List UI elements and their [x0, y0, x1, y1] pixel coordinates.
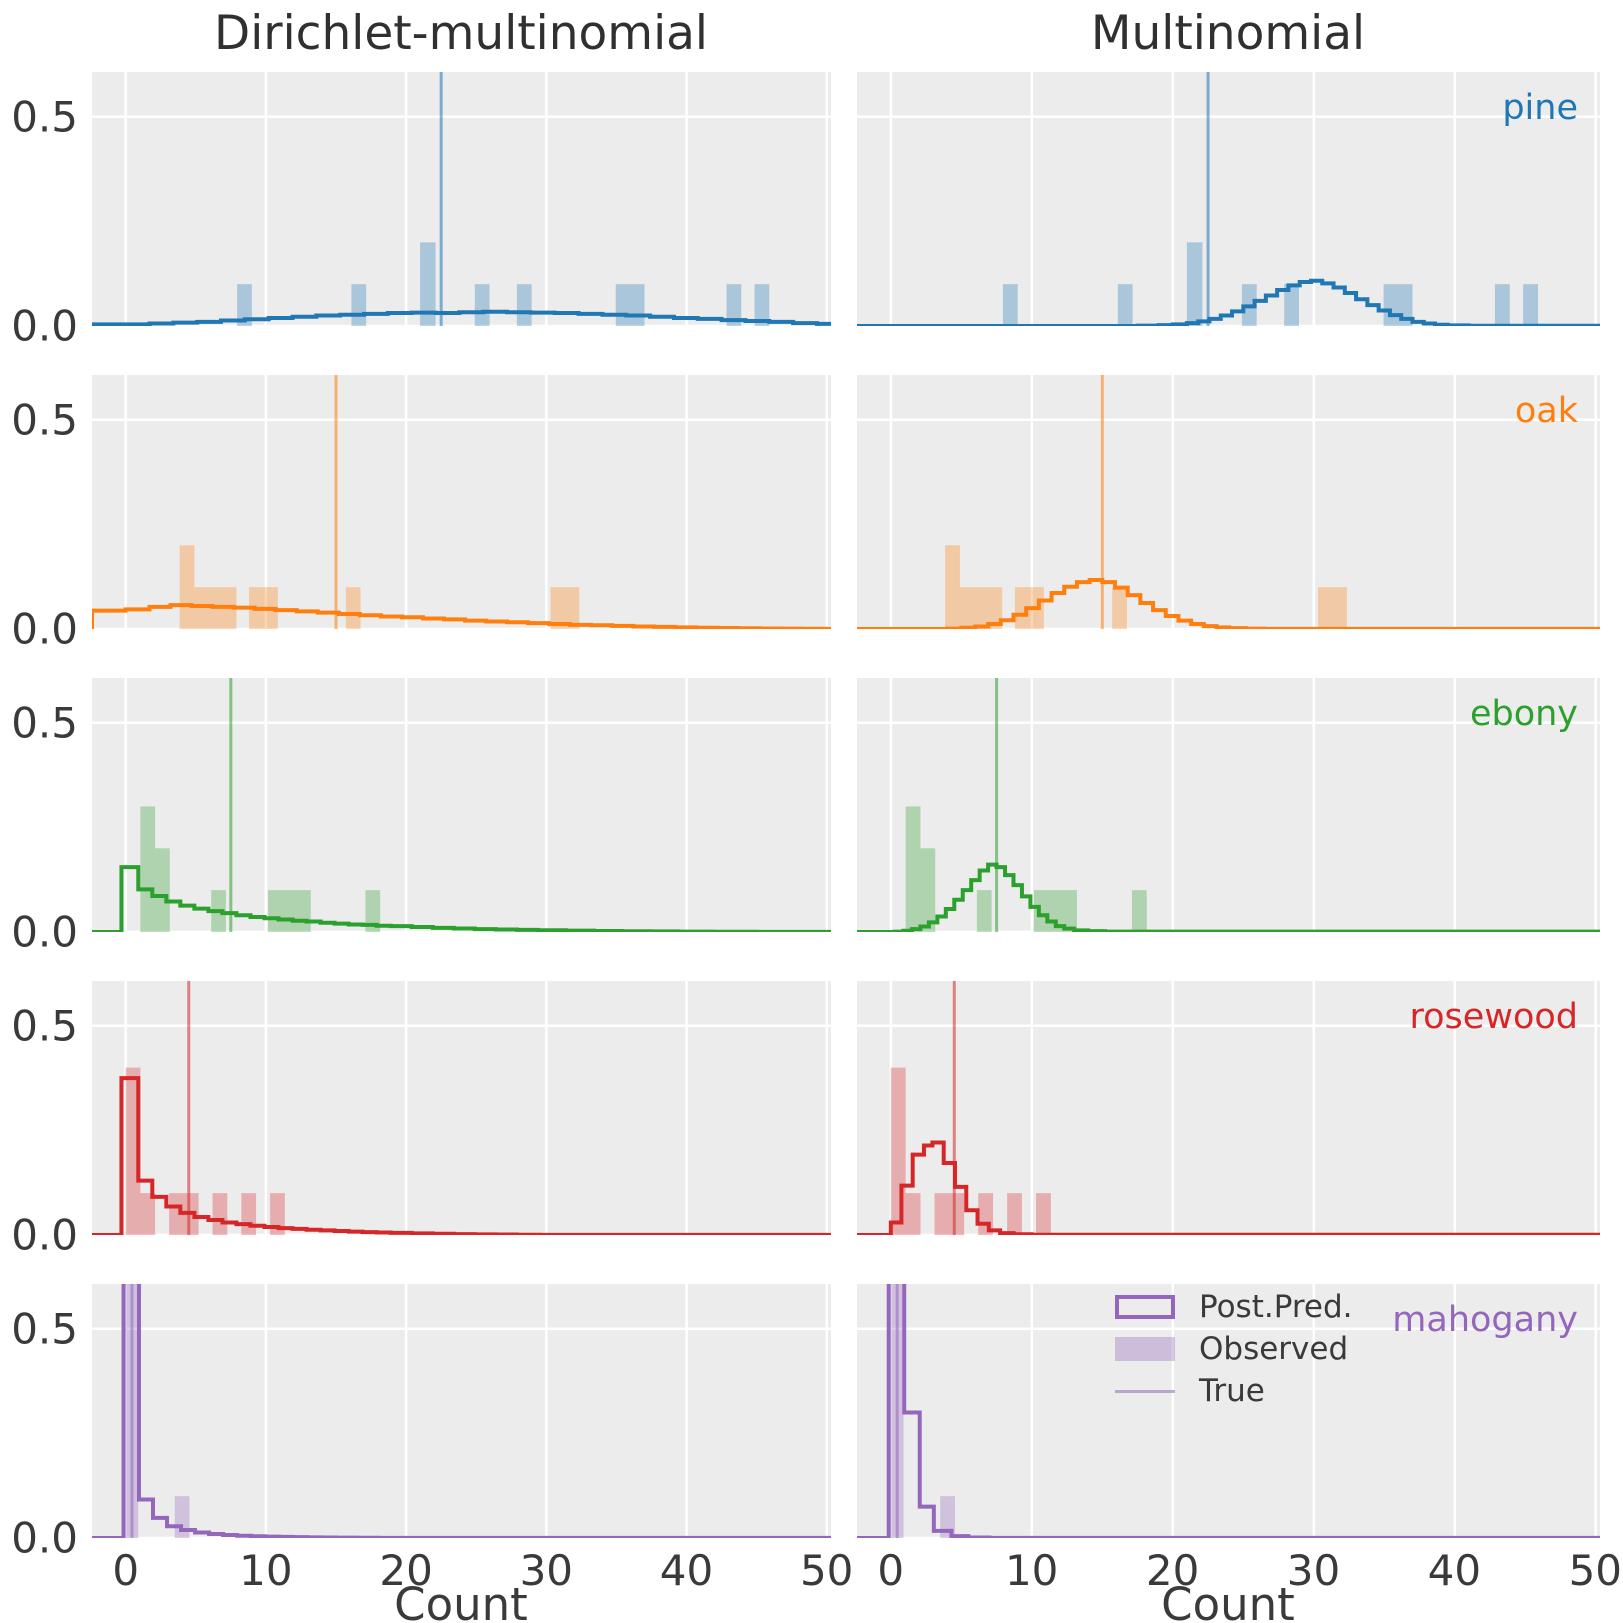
x-tick-left-50: 50 [799, 1546, 854, 1595]
y-tick-row1-05: 0.5 [11, 92, 78, 142]
observed-fill-swatch-icon [1115, 1337, 1175, 1361]
y-tick-row4-05: 0.5 [11, 1001, 78, 1051]
y-tick-row1-00: 0.0 [11, 301, 78, 351]
legend-item-observed: Observed [1115, 1328, 1353, 1370]
subplot-rosewood-dirichlet [92, 981, 831, 1235]
x-tick-right-10: 10 [1004, 1546, 1059, 1595]
x-tick-left-30: 30 [519, 1546, 574, 1595]
x-axis-label-right: Count [1161, 1578, 1295, 1623]
x-axis-label-left: Count [394, 1578, 528, 1623]
legend-item-post-pred: Post.Pred. [1115, 1286, 1353, 1328]
y-tick-row5-00: 0.0 [11, 1513, 78, 1563]
y-tick-row2-00: 0.0 [11, 604, 78, 654]
x-tick-right-50: 50 [1568, 1546, 1623, 1595]
subplot-pine-multinomial: pine [857, 72, 1600, 326]
legend-label-observed: Observed [1199, 1331, 1349, 1367]
post-pred-outline-swatch-icon [1115, 1295, 1175, 1319]
legend: Post.Pred. Observed True [1115, 1286, 1353, 1412]
x-tick-right-20: 20 [1145, 1546, 1200, 1595]
true-line-swatch-icon [1115, 1389, 1175, 1393]
subplot-rosewood-multinomial: rosewood [857, 981, 1600, 1235]
column-title-dirichlet-multinomial: Dirichlet-multinomial [214, 6, 708, 61]
legend-label-true: True [1199, 1373, 1265, 1409]
x-tick-left-40: 40 [659, 1546, 714, 1595]
y-tick-row3-00: 0.0 [11, 907, 78, 957]
y-tick-row2-05: 0.5 [11, 395, 78, 445]
row-label-oak: oak [1514, 391, 1578, 431]
subplot-oak-dirichlet [92, 375, 831, 629]
row-label-mahogany: mahogany [1392, 1300, 1578, 1340]
subplot-ebony-dirichlet [92, 678, 831, 932]
x-tick-right-30: 30 [1286, 1546, 1341, 1595]
x-tick-left-0: 0 [112, 1546, 140, 1595]
subplot-mahogany-multinomial: mahogany Post.Pred. Observed True [857, 1284, 1600, 1538]
row-label-ebony: ebony [1469, 694, 1578, 734]
row-label-pine: pine [1502, 88, 1578, 128]
x-tick-left-20: 20 [379, 1546, 433, 1595]
y-tick-row5-05: 0.5 [11, 1304, 78, 1354]
x-tick-right-0: 0 [877, 1546, 905, 1595]
x-tick-right-40: 40 [1427, 1546, 1482, 1595]
legend-label-post-pred: Post.Pred. [1199, 1289, 1353, 1325]
subplot-mahogany-dirichlet [92, 1284, 831, 1538]
subplot-oak-multinomial: oak [857, 375, 1600, 629]
x-tick-left-10: 10 [239, 1546, 293, 1595]
legend-item-true: True [1115, 1370, 1353, 1412]
subplot-ebony-multinomial: ebony [857, 678, 1600, 932]
row-label-rosewood: rosewood [1409, 997, 1578, 1037]
subplot-pine-dirichlet [92, 72, 831, 326]
y-tick-row4-00: 0.0 [11, 1210, 78, 1260]
column-title-multinomial: Multinomial [1090, 6, 1366, 61]
y-tick-row3-05: 0.5 [11, 698, 78, 748]
